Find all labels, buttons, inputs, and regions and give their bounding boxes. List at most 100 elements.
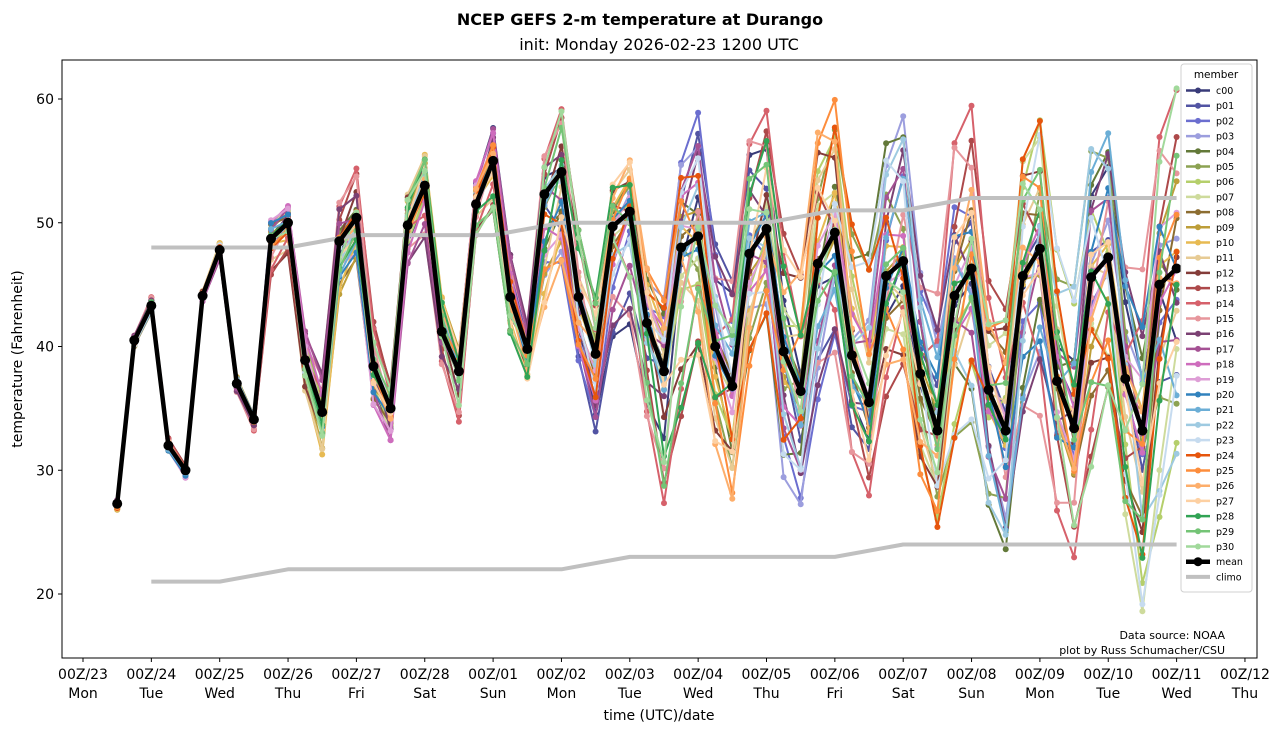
x-tick-label: 00Z/03 <box>605 667 655 683</box>
mean-point <box>949 290 960 301</box>
member-point <box>831 217 838 224</box>
y-tick-label: 30 <box>36 463 54 479</box>
mean-point <box>1052 376 1062 387</box>
member-point <box>1139 580 1146 586</box>
member-point <box>866 460 872 467</box>
member-point <box>866 438 872 445</box>
member-point <box>729 409 736 416</box>
mean-point <box>710 341 721 352</box>
member-point <box>985 401 992 408</box>
member-point <box>883 214 890 221</box>
member-point <box>1105 337 1112 344</box>
member-point <box>575 319 582 326</box>
member-point <box>695 351 702 358</box>
member-point <box>353 173 360 180</box>
member-point <box>1105 301 1112 307</box>
member-point <box>1122 511 1129 518</box>
member-point <box>643 397 650 404</box>
member-point <box>695 143 702 149</box>
member-point <box>763 209 770 216</box>
member-point <box>643 265 650 272</box>
member-point <box>780 411 787 418</box>
member-point <box>848 424 855 431</box>
legend-entry-p22: p22 <box>1186 420 1234 431</box>
member-point <box>985 294 992 301</box>
legend-entry-p07: p07 <box>1186 192 1234 203</box>
mean-layer <box>112 155 1182 509</box>
member-point <box>1173 235 1180 242</box>
member-point <box>814 214 821 221</box>
member-point <box>1139 324 1146 330</box>
chart-subtitle: init: Monday 2026-02-23 1200 UTC <box>519 35 799 54</box>
legend-marker <box>1195 163 1201 170</box>
member-point <box>831 349 838 356</box>
legend-marker <box>1195 300 1201 307</box>
member-point <box>712 394 719 401</box>
legend-marker <box>1195 376 1201 383</box>
member-point <box>831 306 838 313</box>
member-point <box>883 374 890 381</box>
legend-entry-p01: p01 <box>1186 101 1234 112</box>
member-point <box>848 248 855 255</box>
member-point <box>883 393 890 400</box>
member-point <box>1002 495 1009 502</box>
member-point <box>1122 464 1129 470</box>
legend-marker <box>1195 361 1201 368</box>
member-point <box>1071 465 1078 472</box>
member-point <box>951 140 958 147</box>
member-point <box>797 466 804 473</box>
member-point <box>1156 397 1163 404</box>
member-point <box>319 446 326 452</box>
x-tick-label: 00Z/28 <box>400 667 450 683</box>
member-point <box>1139 608 1146 615</box>
mean-point <box>385 403 396 414</box>
legend-marker <box>1195 330 1201 337</box>
legend-label: p17 <box>1216 344 1234 355</box>
member-point <box>1054 334 1060 341</box>
legend-label: p21 <box>1216 405 1234 416</box>
member-point <box>421 167 428 174</box>
x-tick-day-label: Wed <box>683 686 714 702</box>
member-point <box>678 174 685 181</box>
member-point <box>934 337 941 344</box>
member-point <box>1019 180 1026 187</box>
member-point <box>1156 269 1163 276</box>
legend-marker <box>1195 117 1201 124</box>
member-series-layer <box>114 85 1180 615</box>
member-point <box>797 415 804 422</box>
member-point <box>968 357 975 364</box>
member-point <box>746 324 753 331</box>
member-point <box>934 326 941 333</box>
member-point <box>1019 244 1026 251</box>
legend-marker <box>1195 467 1201 474</box>
legend-label: p07 <box>1216 192 1234 203</box>
member-point <box>695 208 702 215</box>
member-point <box>524 373 531 380</box>
legend-marker <box>1193 557 1203 567</box>
member-point <box>900 178 907 185</box>
member-point <box>1054 414 1060 421</box>
member-point <box>1054 499 1060 506</box>
member-point <box>1019 173 1026 180</box>
legend-marker <box>1195 178 1201 185</box>
member-point <box>951 434 958 441</box>
x-tick-day-label: Wed <box>204 686 235 702</box>
member-point <box>626 159 633 166</box>
x-tick-label: 00Z/23 <box>58 667 108 683</box>
legend-marker <box>1195 254 1201 261</box>
mean-point <box>1000 425 1011 436</box>
member-point <box>558 108 565 115</box>
member-point <box>285 211 291 218</box>
member-point <box>575 235 582 241</box>
legend-label: p30 <box>1216 542 1234 553</box>
member-point <box>1173 307 1180 314</box>
mean-point <box>163 440 174 451</box>
member-point <box>268 226 274 232</box>
member-point <box>678 356 685 363</box>
member-point <box>490 193 497 200</box>
member-point <box>831 138 838 145</box>
legend-entry-p05: p05 <box>1186 162 1234 173</box>
member-point <box>1105 130 1112 137</box>
legend-entry-p28: p28 <box>1186 512 1234 523</box>
member-point <box>831 268 838 275</box>
